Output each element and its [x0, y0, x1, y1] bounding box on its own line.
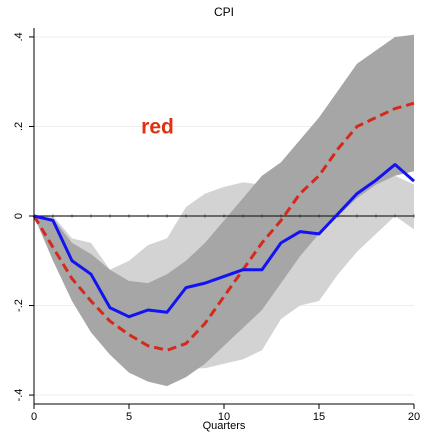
x-tick-label-4: 20 [408, 411, 420, 423]
series-lines [32, 101, 415, 352]
y-tick-label-4: .4 [13, 32, 25, 41]
dashed-series-line [32, 101, 415, 352]
chart-title: CPI [214, 5, 234, 19]
x-tick-label-0: 0 [31, 411, 37, 423]
x-tick-label-1: 5 [126, 411, 132, 423]
y-tick-label-2: 0 [13, 213, 25, 219]
y-tick-label-0: -.4 [13, 389, 25, 402]
confidence-band-1 [34, 34, 414, 387]
x-tick-label-2: 10 [218, 411, 230, 423]
solid-series-line [33, 163, 415, 319]
y-tick-label-3: .2 [13, 122, 25, 131]
x-tick-label-3: 15 [313, 411, 325, 423]
ticks: 0 5 10 15 20 -.4 -.2 0 .2 .4 [13, 32, 420, 423]
confidence-bands [34, 34, 414, 387]
x-axis-title: Quarters [203, 420, 246, 432]
y-tick-label-1: -.2 [13, 299, 25, 312]
annotation-red: red [141, 115, 174, 138]
